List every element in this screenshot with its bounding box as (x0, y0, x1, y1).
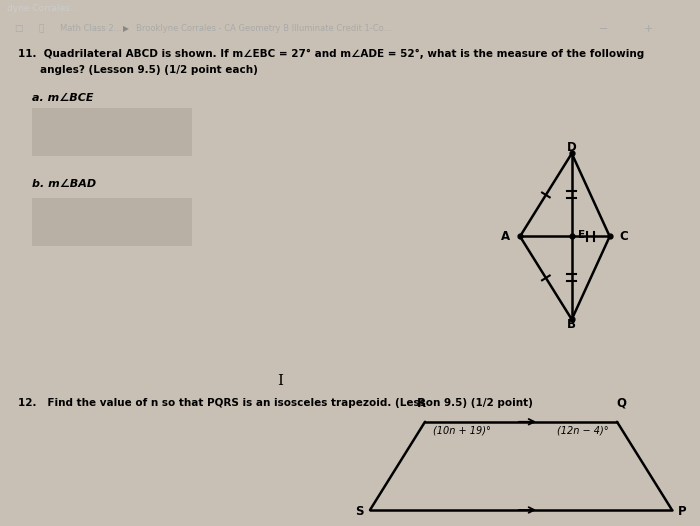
Text: I: I (277, 373, 283, 388)
Text: 11.  Quadrilateral ABCD is shown. If m∠EBC = 27° and m∠ADE = 52°, what is the me: 11. Quadrilateral ABCD is shown. If m∠EB… (18, 49, 644, 59)
Text: Brooklyne Corrales - CA Geometry B Illuminate Credit 1-Co…: Brooklyne Corrales - CA Geometry B Illum… (136, 24, 393, 34)
Text: B: B (567, 318, 576, 331)
Text: a. m∠BCE: a. m∠BCE (32, 93, 94, 103)
Text: A: A (501, 230, 510, 243)
Text: ⌕: ⌕ (38, 24, 44, 34)
Text: b. m∠BAD: b. m∠BAD (32, 179, 96, 189)
Text: angles? (Lesson 9.5) (1/2 point each): angles? (Lesson 9.5) (1/2 point each) (40, 65, 258, 75)
Bar (32, 108, 192, 156)
Text: E: E (578, 230, 585, 240)
Text: −: − (598, 24, 608, 34)
Text: D: D (567, 141, 577, 155)
Text: P: P (678, 505, 687, 519)
Text: (12n − 4)°: (12n − 4)° (557, 426, 609, 436)
Text: Math Class 2...: Math Class 2... (60, 24, 121, 34)
Text: C: C (620, 230, 629, 243)
Text: (10n + 19)°: (10n + 19)° (433, 426, 491, 436)
Text: dyne Corrales...: dyne Corrales... (7, 4, 78, 13)
Text: +: + (644, 24, 653, 34)
Text: R: R (416, 397, 426, 410)
Text: □: □ (14, 24, 22, 34)
Text: Q: Q (616, 397, 626, 410)
Text: 12.   Find the value of n so that PQRS is an isosceles trapezoid. (Lesson 9.5) (: 12. Find the value of n so that PQRS is … (18, 398, 533, 408)
Bar (32, 198, 192, 247)
Text: S: S (356, 505, 364, 519)
Text: ▶: ▶ (122, 24, 128, 34)
